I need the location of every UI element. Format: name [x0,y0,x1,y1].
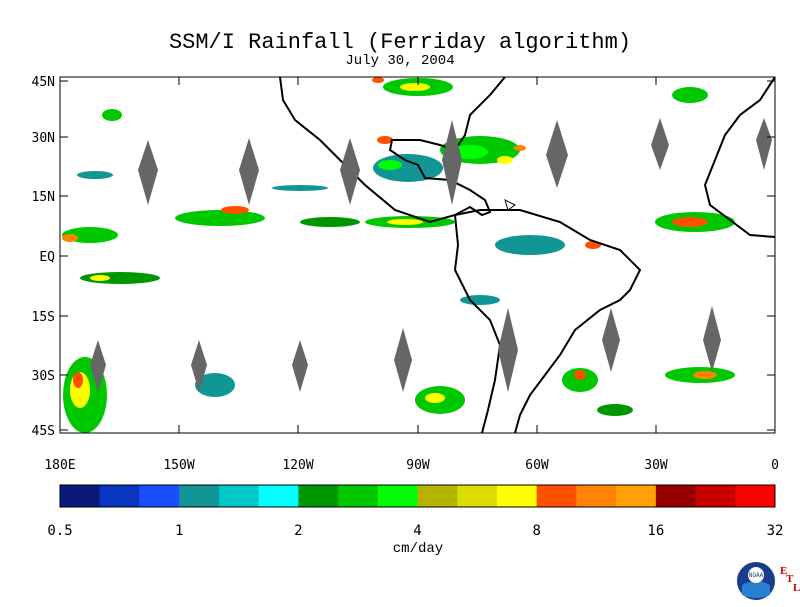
lon-label: 150W [163,458,194,473]
map-frame [59,76,776,434]
lat-label: 30S [32,369,55,384]
lat-label: 15S [32,310,55,325]
missing-data-diamonds [90,118,772,392]
noaa-logo: NOAA [734,559,778,607]
map-date: July 30, 2004 [345,53,455,69]
rainfall-patches [62,77,735,433]
colorbar-swatch [258,485,299,507]
lon-label: 90W [406,458,430,473]
lon-label: 30W [644,458,668,473]
colorbar-swatch [576,485,617,507]
colorbar-tick-label: 2 [294,523,302,539]
colorbar-swatch [139,485,180,507]
lat-label: EQ [39,250,55,265]
colorbar-tick-label: 1 [175,523,183,539]
colorbar-swatch [338,485,379,507]
lon-label: 0 [771,458,779,473]
lat-label: 30N [32,131,55,146]
colorbar-units: cm/day [392,541,444,557]
colorbar-tick-label: 0.5 [47,523,72,539]
map-title: SSM/I Rainfall (Ferriday algorithm) [168,30,632,55]
colorbar-swatch [218,485,260,507]
colorbar-swatch [616,485,657,507]
lat-label: 45N [32,75,55,90]
colorbar-swatch [655,485,697,507]
etl-letter-e: E [780,565,788,577]
etl-letter-t: T [786,573,794,585]
lat-label: 45S [32,424,55,439]
colorbar [59,484,776,508]
colorbar-tick-label: 4 [413,523,421,539]
colorbar-swatch [99,485,140,507]
colorbar-tick-label: 16 [647,523,664,539]
colorbar-swatch [496,485,538,507]
colorbar-swatch [536,485,577,507]
colorbar-swatch [179,485,220,507]
lat-label: 15N [32,190,55,205]
colorbar-swatch [457,485,498,507]
etl-letter-l: L [793,582,800,594]
lon-label: 120W [282,458,313,473]
colorbar-tick-label: 32 [767,523,784,539]
colorbar-tick-label: 8 [532,523,540,539]
colorbar-frame [59,484,776,508]
noaa-logo-text: NOAA [749,572,764,579]
longitude-axis: 180E 150W 120W 90W 60W 30W 0 [44,77,779,473]
colorbar-swatch [695,485,736,507]
lon-label: 60W [525,458,549,473]
colorbar-swatch [377,485,418,507]
colorbar-swatch [60,485,101,507]
colorbar-swatch [298,485,339,507]
lon-label: 180E [44,458,75,473]
colorbar-swatch [735,485,776,507]
colorbar-swatch [417,485,458,507]
colorbar-labels: 0.5 1 2 4 8 16 32 [47,523,783,539]
latitude-axis: 45N 30N 15N EQ 15S 30S 45S [32,75,775,439]
